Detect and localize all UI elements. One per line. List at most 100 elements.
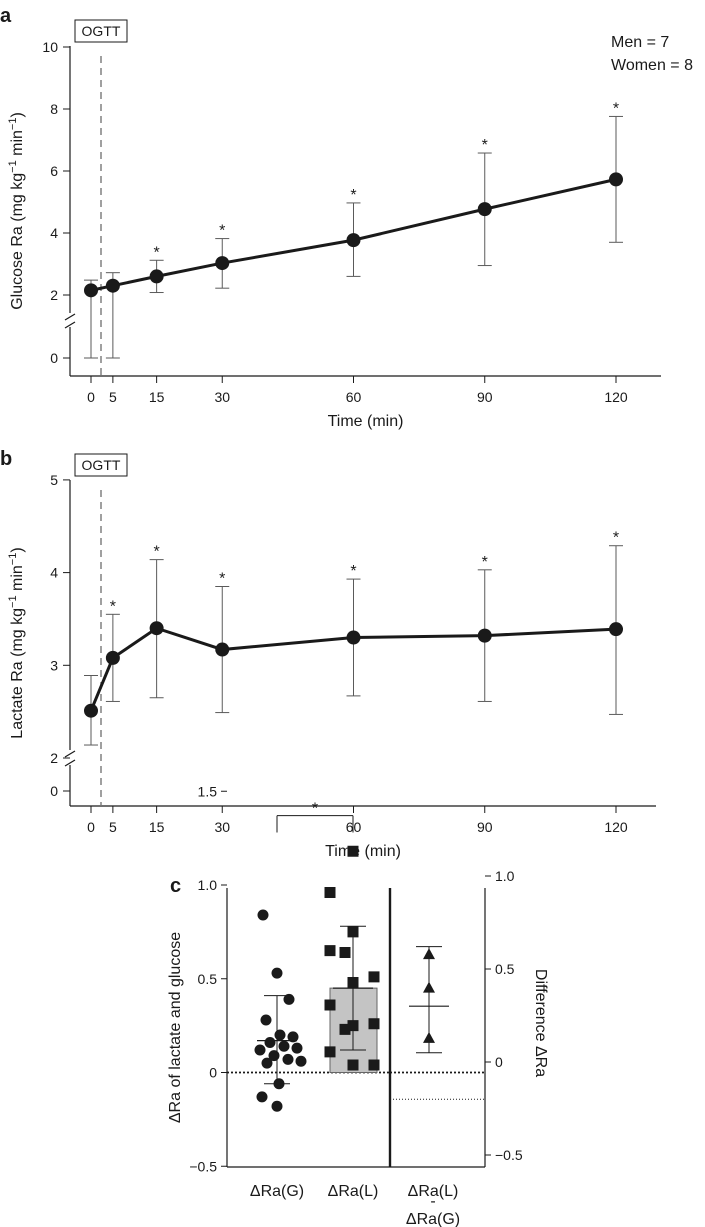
data-point	[295, 1055, 307, 1067]
data-point	[609, 622, 623, 637]
data-point	[477, 202, 492, 217]
data-point	[274, 1029, 286, 1041]
y-tick-label: 0	[50, 783, 58, 799]
x-tick-label: 15	[149, 389, 165, 405]
data-point	[368, 1059, 380, 1071]
y-tick-label: 8	[50, 101, 58, 117]
y-right-tick-label: 0.5	[495, 961, 515, 977]
panel-label-a: a	[0, 5, 12, 27]
y-tick-label: 1.5	[198, 783, 218, 799]
y-axis-break-mark	[64, 750, 76, 758]
data-point	[257, 909, 269, 921]
y-tick-label: 2	[50, 750, 58, 766]
significance-star: *	[613, 530, 619, 547]
data-point	[278, 1040, 290, 1052]
data-point	[260, 1014, 272, 1026]
x-tick-label: 30	[214, 389, 230, 405]
panel-label-c: c	[170, 875, 181, 897]
data-point	[339, 947, 351, 958]
data-point	[347, 845, 359, 857]
data-point	[324, 999, 336, 1011]
y-axis-title: Lactate Ra (mg kg−1 min−1)	[7, 547, 26, 738]
data-point	[105, 278, 120, 293]
y-axis-break-mark	[64, 759, 76, 767]
x-axis-title: Time (min)	[325, 843, 401, 860]
category-label: ΔRa(L)	[328, 1183, 379, 1200]
y-tick-label: 3	[50, 657, 58, 673]
data-point	[283, 993, 295, 1005]
data-point	[256, 1091, 268, 1103]
x-tick-label: 30	[214, 819, 230, 835]
data-point	[271, 1100, 283, 1112]
significance-star: *	[219, 571, 225, 588]
category-label: ΔRa(G)	[250, 1183, 304, 1200]
significance-star: *	[482, 137, 488, 154]
significance-star: *	[219, 223, 225, 240]
data-point	[264, 1037, 276, 1048]
category-label: -	[430, 1193, 435, 1210]
data-point	[84, 283, 98, 298]
y-tick-label: 5	[50, 472, 58, 488]
x-tick-label: 60	[346, 389, 362, 405]
significance-star: *	[482, 554, 488, 571]
data-point	[287, 1031, 299, 1043]
y-tick-label: 4	[50, 225, 58, 241]
y-tick-label: 2	[50, 287, 58, 303]
data-point	[477, 628, 492, 643]
y-right-axis-title: Difference ΔRa	[532, 969, 549, 1077]
x-tick-label: 15	[149, 819, 165, 835]
ogtt-label-box	[74, 19, 128, 43]
data-point	[271, 967, 283, 979]
significance-star: *	[154, 544, 160, 561]
y-tick-label: −0.5	[189, 1158, 217, 1174]
x-tick-label: 120	[604, 389, 628, 405]
x-tick-label: 90	[477, 819, 493, 835]
x-tick-label: 60	[346, 819, 362, 835]
data-point	[347, 1059, 359, 1071]
data-point	[324, 1046, 336, 1058]
significance-star: *	[110, 598, 116, 615]
significance-star: *	[350, 563, 356, 580]
data-point	[254, 1044, 266, 1056]
legend-text: Women = 8	[611, 57, 693, 74]
y-tick-label: 1.0	[198, 877, 218, 893]
category-label: ΔRa(L)	[408, 1183, 459, 1200]
y-axis-title: ΔRa of lactate and glucose	[167, 932, 184, 1123]
data-point	[346, 233, 361, 248]
data-point	[149, 621, 164, 636]
x-tick-label: 0	[87, 819, 95, 835]
x-axis-title: Time (min)	[328, 413, 404, 430]
y-right-tick-label: 0	[495, 1054, 503, 1070]
y-right-tick-label: 1.0	[495, 868, 515, 884]
data-point	[282, 1053, 294, 1065]
data-point	[105, 650, 120, 665]
data-point	[261, 1057, 273, 1069]
data-point	[84, 703, 98, 718]
x-tick-label: 5	[109, 389, 117, 405]
y-tick-label: 0.5	[198, 971, 218, 987]
data-point	[339, 1023, 351, 1035]
data-point	[346, 630, 361, 645]
y-axis-title: Glucose Ra (mg kg−1 min−1)	[7, 112, 26, 310]
y-tick-label: 4	[50, 565, 58, 581]
y-tick-label: 10	[42, 39, 58, 55]
significance-star: *	[154, 244, 160, 261]
x-tick-label: 120	[604, 819, 628, 835]
x-tick-label: 90	[477, 389, 493, 405]
ogtt-label: OGTT	[82, 23, 121, 39]
data-point	[149, 269, 164, 284]
y-tick-label: 0	[209, 1065, 217, 1081]
x-tick-label: 5	[109, 819, 117, 835]
legend-text: Men = 7	[611, 34, 669, 51]
y-right-tick-label: −0.5	[495, 1147, 523, 1163]
data-point	[368, 1018, 380, 1030]
data-point	[368, 971, 380, 983]
data-point	[215, 642, 230, 657]
panel-label-b: b	[0, 448, 12, 470]
y-axis-break-mark	[64, 321, 76, 329]
ogtt-label-box	[74, 453, 128, 477]
significance-star: *	[312, 801, 318, 818]
y-tick-label: 0	[50, 350, 58, 366]
y-axis-break-mark	[64, 313, 76, 321]
